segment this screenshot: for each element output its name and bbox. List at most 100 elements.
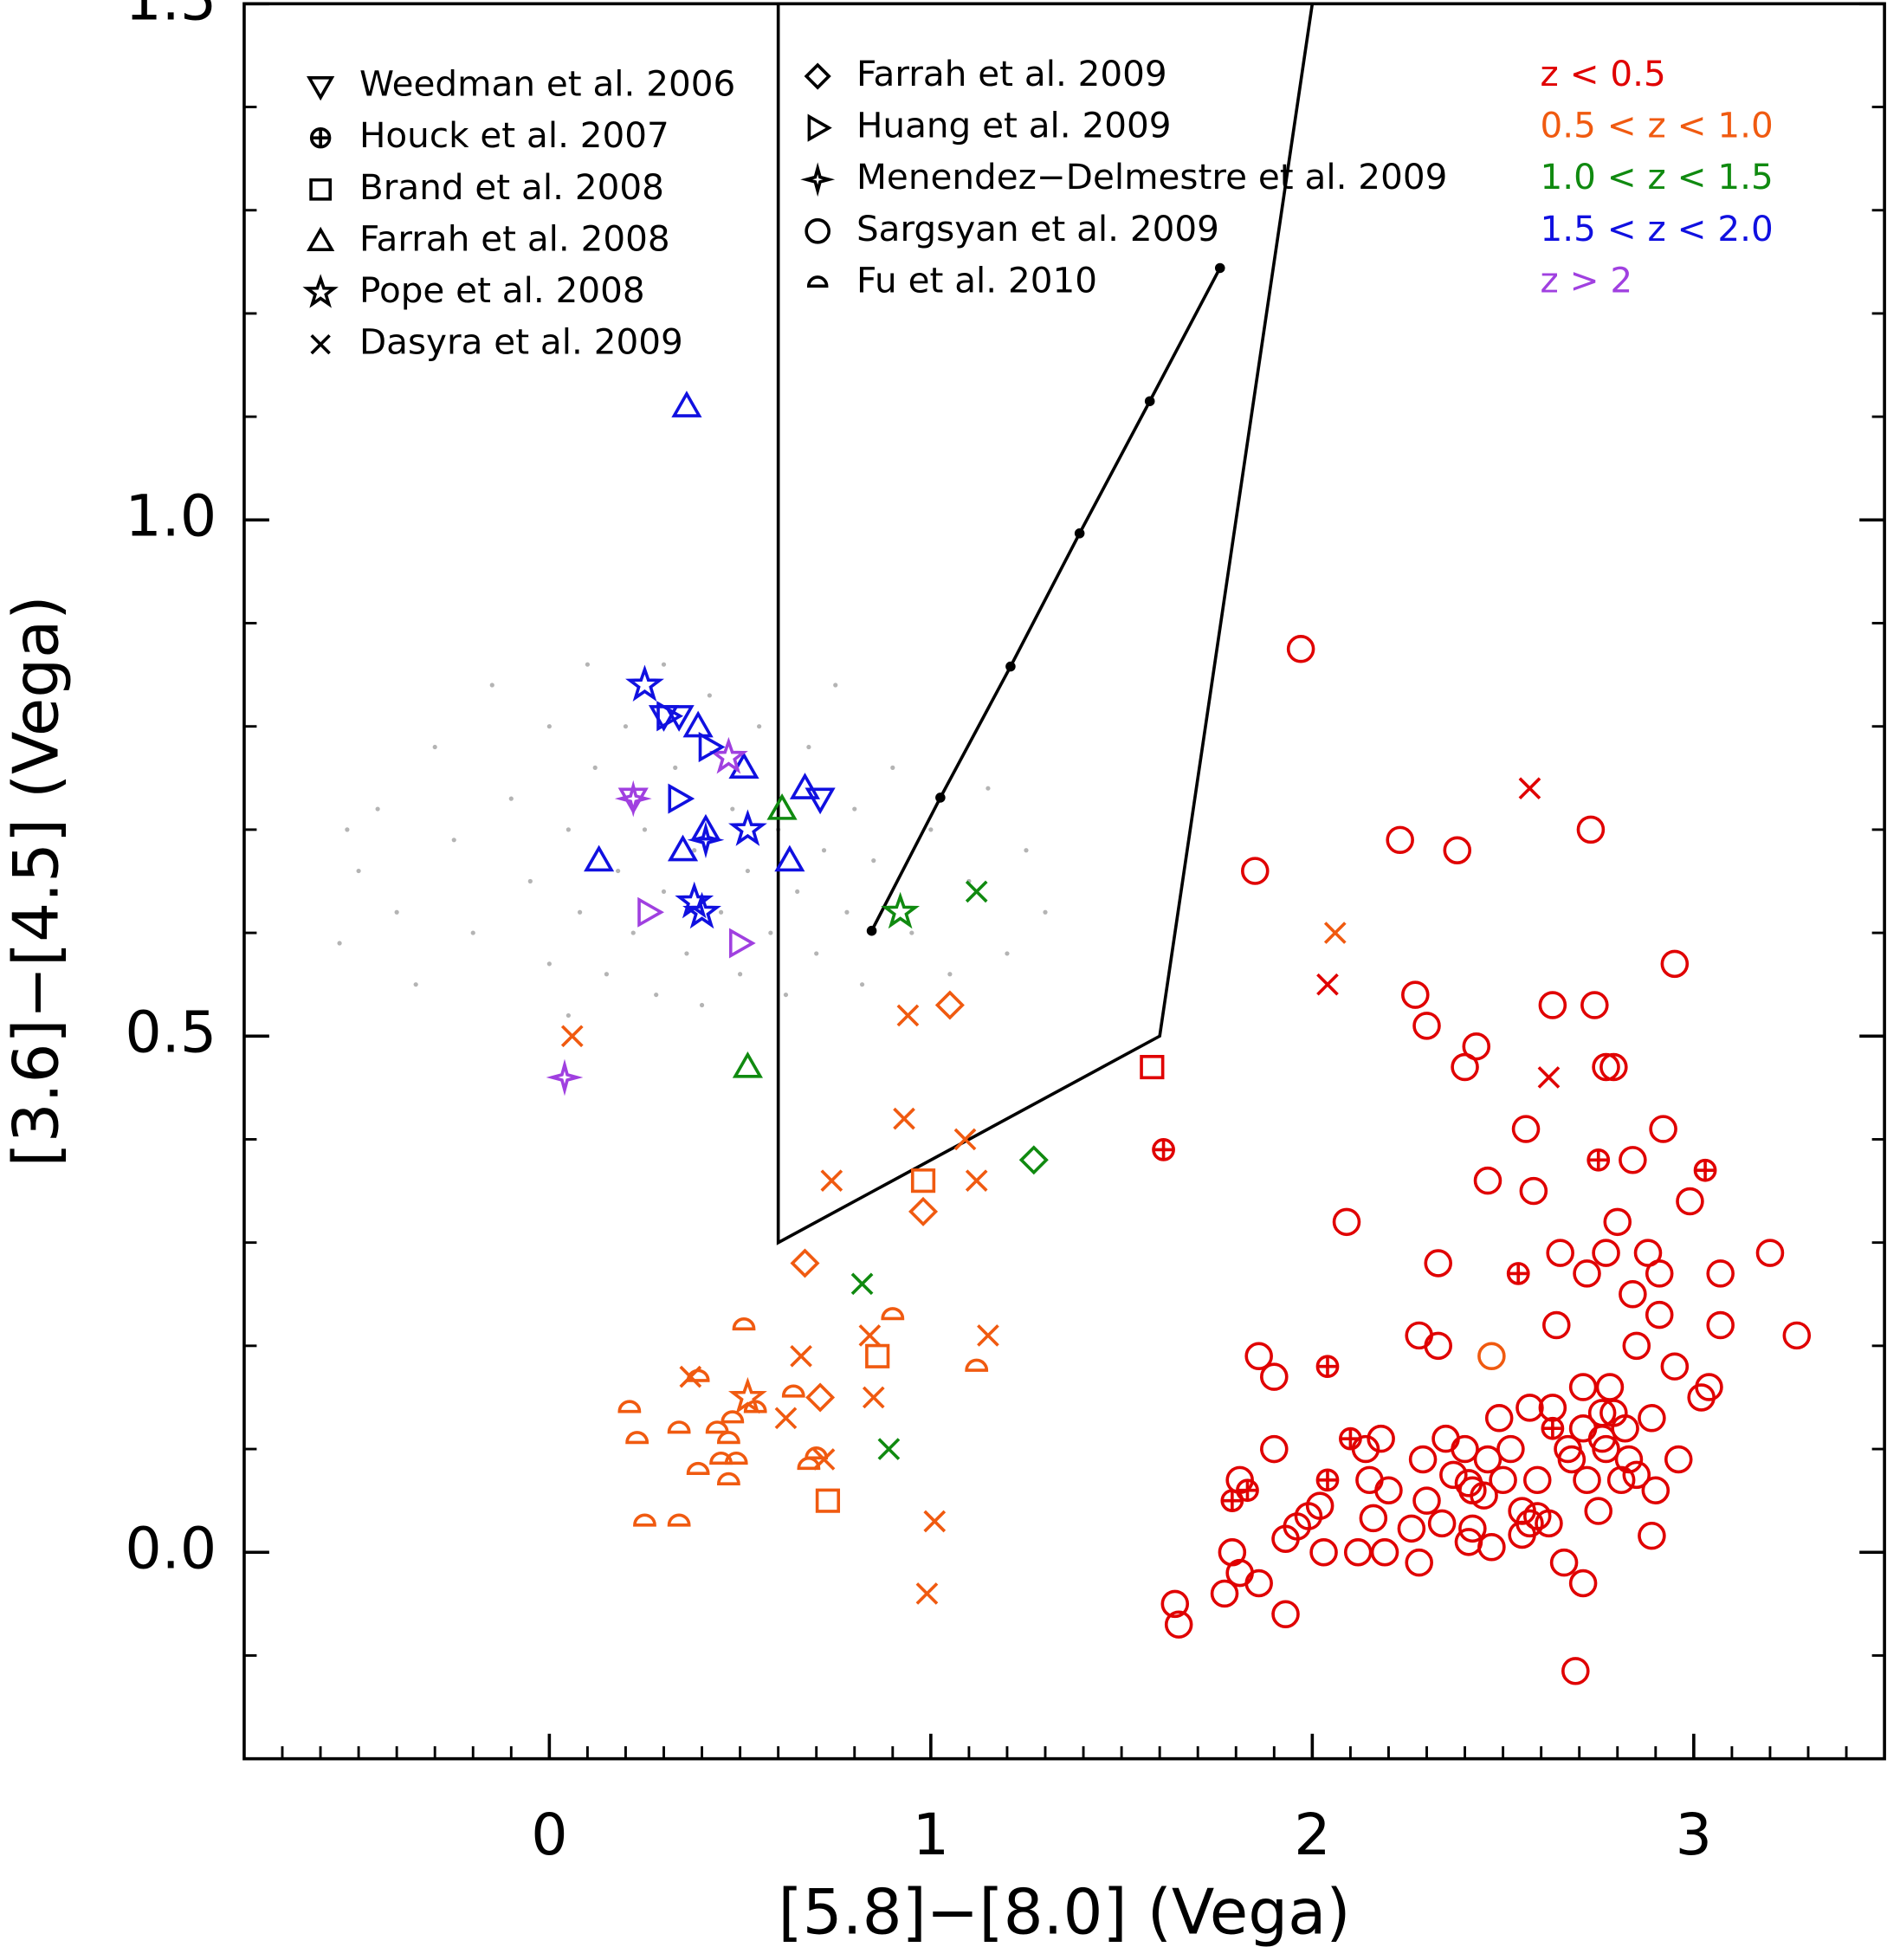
data-point [1515, 1394, 1544, 1422]
data-point [671, 391, 702, 417]
data-point [724, 1452, 748, 1465]
data-point [1496, 1434, 1525, 1464]
data-point [977, 1324, 999, 1347]
data-point [1473, 1166, 1502, 1195]
data-point [1401, 980, 1430, 1009]
data-point [1424, 1331, 1452, 1361]
background-point [692, 848, 697, 853]
background-point [814, 951, 819, 956]
data-point [637, 896, 664, 928]
data-point [743, 1400, 767, 1413]
background-point [654, 993, 659, 998]
line-point [935, 792, 946, 803]
redshift-legend-label: z > 2 [1540, 259, 1632, 301]
data-point [965, 1169, 988, 1192]
data-point [1619, 1280, 1647, 1309]
data-point [908, 1196, 939, 1226]
data-point [1664, 1445, 1693, 1474]
data-point [1606, 1465, 1636, 1494]
data-point [805, 1446, 829, 1460]
data-point [1451, 1052, 1479, 1082]
data-point [1315, 1355, 1340, 1378]
x-tick-label: 2 [1294, 1801, 1330, 1868]
data-point [790, 1344, 812, 1368]
data-point [1405, 1549, 1433, 1577]
background-point [821, 848, 827, 853]
legend-label: Fu et al. 2010 [856, 259, 1097, 301]
data-point [1535, 1509, 1563, 1538]
background-point [947, 972, 953, 977]
data-point [625, 664, 664, 702]
data-point [1592, 1239, 1620, 1267]
line-point [1074, 528, 1085, 539]
background-point [909, 930, 914, 935]
data-point [732, 1317, 756, 1331]
data-point [862, 1386, 885, 1409]
legend-marker [307, 76, 335, 101]
data-point [865, 1343, 890, 1368]
legend-label: Weedman et al. 2006 [359, 63, 735, 105]
x-tick-label: 0 [531, 1801, 567, 1868]
data-point [667, 1420, 691, 1434]
data-point [915, 1582, 939, 1605]
data-point [789, 773, 821, 799]
line [869, 267, 1222, 932]
data-point [717, 1472, 740, 1485]
legend-label: Houck et al. 2007 [359, 114, 669, 156]
background-point [592, 765, 598, 770]
background-point [546, 724, 552, 729]
background-point [852, 806, 857, 812]
data-point [1649, 1115, 1677, 1143]
legend-marker [307, 226, 335, 251]
legend-label: Menendez−Delmestre et al. 2009 [856, 156, 1447, 197]
data-point [774, 844, 805, 872]
data-point [1782, 1321, 1812, 1350]
data-point [656, 701, 684, 732]
data-point [1018, 1145, 1049, 1175]
data-point [1283, 1512, 1312, 1541]
data-point [815, 1488, 841, 1513]
data-point [1573, 1259, 1601, 1288]
data-point [728, 928, 756, 959]
background-point [783, 993, 789, 998]
background-point [684, 951, 689, 956]
data-point [1164, 1610, 1193, 1639]
data-point [727, 809, 767, 846]
data-point [896, 1004, 920, 1027]
data-point [1225, 1465, 1254, 1494]
data-point [584, 844, 615, 872]
data-point [1359, 1504, 1388, 1533]
y-tick-label: 1.0 [125, 482, 216, 549]
background-point [565, 827, 571, 832]
data-point [1557, 1445, 1587, 1474]
data-point [1592, 1434, 1620, 1464]
background-point [730, 806, 735, 812]
background-point [1005, 951, 1010, 956]
data-point [732, 1051, 763, 1078]
data-point [708, 736, 748, 774]
line-point [1144, 396, 1155, 407]
data-point [668, 783, 695, 814]
line-point [1214, 262, 1225, 274]
data-point [1241, 857, 1270, 885]
data-point [923, 1510, 947, 1533]
data-point [690, 813, 721, 841]
data-point [667, 1513, 691, 1527]
data-point [1546, 1239, 1574, 1267]
data-point [1477, 1533, 1506, 1562]
background-point [451, 838, 456, 843]
data-point [1580, 991, 1609, 1019]
data-point [1260, 1362, 1289, 1391]
background-point [718, 909, 724, 915]
background-point [546, 961, 552, 967]
data-point [1260, 1434, 1289, 1464]
background-point [489, 682, 494, 688]
data-point [1351, 1434, 1380, 1464]
data-point [1244, 1342, 1273, 1371]
data-point [881, 1307, 905, 1321]
data-point [1152, 1138, 1175, 1161]
data-point [1473, 1445, 1502, 1474]
data-point [1645, 1259, 1674, 1288]
data-point [781, 1384, 805, 1398]
